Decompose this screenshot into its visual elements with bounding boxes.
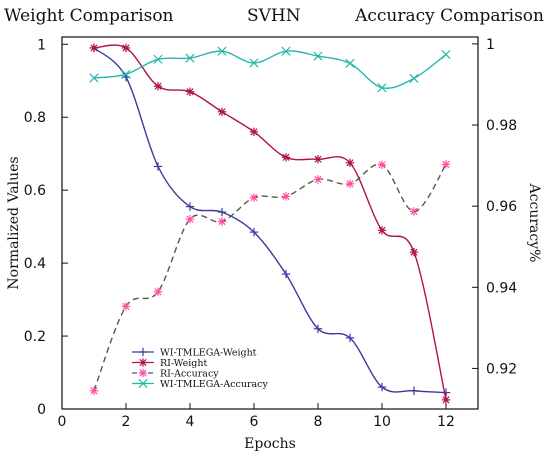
data-point-ri-weight <box>89 43 99 53</box>
header-weight-comparison: Weight Comparison <box>4 6 174 26</box>
data-point-wi-tmlega-weight <box>441 388 451 397</box>
data-point-ri-accuracy <box>121 302 131 311</box>
legend-label-wi-tmlega-weight: WI-TMLEGA-Weight <box>160 348 257 359</box>
series-line-ri-accuracy <box>93 163 447 391</box>
data-point-wi-tmlega-accuracy <box>217 46 227 56</box>
y-right-tick-label: 0.98 <box>486 118 517 134</box>
data-point-ri-accuracy <box>249 193 259 202</box>
data-point-wi-tmlega-accuracy <box>409 73 419 84</box>
plot-frame <box>61 36 479 410</box>
data-point-wi-tmlega-weight <box>153 162 163 171</box>
y-right-axis-title: Accuracy% <box>526 183 542 263</box>
data-point-ri-weight <box>249 127 259 137</box>
y-left-axis-title: Normalized Values <box>6 156 22 289</box>
data-point-wi-tmlega-weight <box>377 382 387 392</box>
data-point-ri-weight <box>313 154 323 164</box>
data-point-wi-tmlega-accuracy <box>89 73 99 83</box>
x-tick-label: 6 <box>250 414 259 430</box>
data-point-ri-weight <box>153 82 163 91</box>
data-point-ri-accuracy <box>89 386 99 395</box>
data-point-ri-accuracy <box>441 160 451 169</box>
data-point-wi-tmlega-accuracy <box>281 46 291 56</box>
y-left-tick-label: 0.4 <box>24 256 46 272</box>
y-left-tick-label: 0.2 <box>24 329 46 345</box>
data-point-ri-accuracy <box>377 160 387 169</box>
y-right-tick-label: 0.94 <box>486 280 517 296</box>
x-tick-label: 2 <box>122 414 131 430</box>
series-layer <box>89 43 451 405</box>
data-point-ri-weight <box>377 226 387 235</box>
y-left-tick-label: 1 <box>37 37 46 53</box>
legend-label-ri-accuracy: RI-Accuracy <box>160 369 219 380</box>
data-point-ri-weight <box>345 158 355 168</box>
data-point-wi-tmlega-accuracy <box>313 51 323 61</box>
y-right-tick-label: 1 <box>486 37 495 53</box>
x-tick-label: 12 <box>437 414 455 430</box>
data-point-wi-tmlega-weight <box>281 269 291 279</box>
legend-label-ri-weight: RI-Weight <box>160 358 207 369</box>
y-left-tick-label: 0.6 <box>24 183 46 199</box>
data-point-ri-accuracy <box>217 217 227 226</box>
data-point-ri-accuracy <box>345 179 355 189</box>
data-point-ri-accuracy <box>153 287 163 296</box>
legend-marker-wi-tmlega-weight <box>138 347 148 357</box>
x-tick-label: 4 <box>186 414 195 430</box>
data-point-wi-tmlega-accuracy <box>185 53 195 63</box>
data-point-wi-tmlega-weight <box>313 324 323 333</box>
data-point-ri-weight <box>409 247 419 257</box>
data-point-ri-accuracy <box>185 214 195 224</box>
data-point-ri-weight <box>281 153 291 162</box>
data-point-wi-tmlega-accuracy <box>377 83 387 93</box>
legend-label-wi-tmlega-accuracy: WI-TMLEGA-Accuracy <box>160 379 269 390</box>
data-point-wi-tmlega-accuracy <box>345 58 355 68</box>
legend-marker-wi-tmlega-accuracy <box>138 378 148 389</box>
y-left-tick-label: 0 <box>37 402 46 418</box>
data-point-wi-tmlega-weight <box>249 227 259 237</box>
x-axis-title: Epochs <box>244 436 296 452</box>
data-point-wi-tmlega-accuracy <box>441 49 451 60</box>
data-point-ri-weight <box>185 87 195 96</box>
data-point-wi-tmlega-weight <box>185 202 195 211</box>
data-point-wi-tmlega-accuracy <box>153 54 163 64</box>
axes-layer: 0 2 4 6 8 10 12 0 0.2 0.4 0.6 0.8 1 0.92 0.94 0.96 0.98 1… <box>6 36 542 452</box>
data-point-wi-tmlega-accuracy <box>121 69 131 79</box>
series-line-wi-tmlega-weight <box>93 47 447 394</box>
data-point-wi-tmlega-weight <box>345 333 355 343</box>
y-right-tick-label: 0.92 <box>486 361 517 377</box>
data-point-wi-tmlega-weight <box>217 207 227 217</box>
x-tick-label: 8 <box>314 414 323 430</box>
data-point-ri-accuracy <box>281 192 291 201</box>
data-point-ri-weight <box>441 395 451 405</box>
series-line-wi-tmlega-accuracy <box>93 50 447 89</box>
data-point-ri-weight <box>121 43 131 53</box>
header-dataset-title: SVHN <box>247 6 301 26</box>
data-point-ri-accuracy <box>409 207 419 216</box>
data-point-ri-accuracy <box>313 175 323 184</box>
header-accuracy-comparison: Accuracy Comparison <box>355 6 544 26</box>
legend-marker-ri-weight <box>138 358 148 367</box>
data-point-ri-weight <box>217 107 227 116</box>
x-tick-label: 0 <box>58 414 67 430</box>
y-left-tick-label: 0.8 <box>24 110 46 126</box>
y-right-tick-label: 0.96 <box>486 199 517 215</box>
data-point-wi-tmlega-accuracy <box>249 58 259 68</box>
data-point-wi-tmlega-weight <box>409 386 419 395</box>
legend-marker-ri-accuracy <box>138 368 148 378</box>
legend: WI-TMLEGA-WeightRI-WeightRI-AccuracyWI-T… <box>132 347 269 390</box>
series-line-ri-weight <box>93 44 447 401</box>
x-tick-label: 10 <box>373 414 391 430</box>
